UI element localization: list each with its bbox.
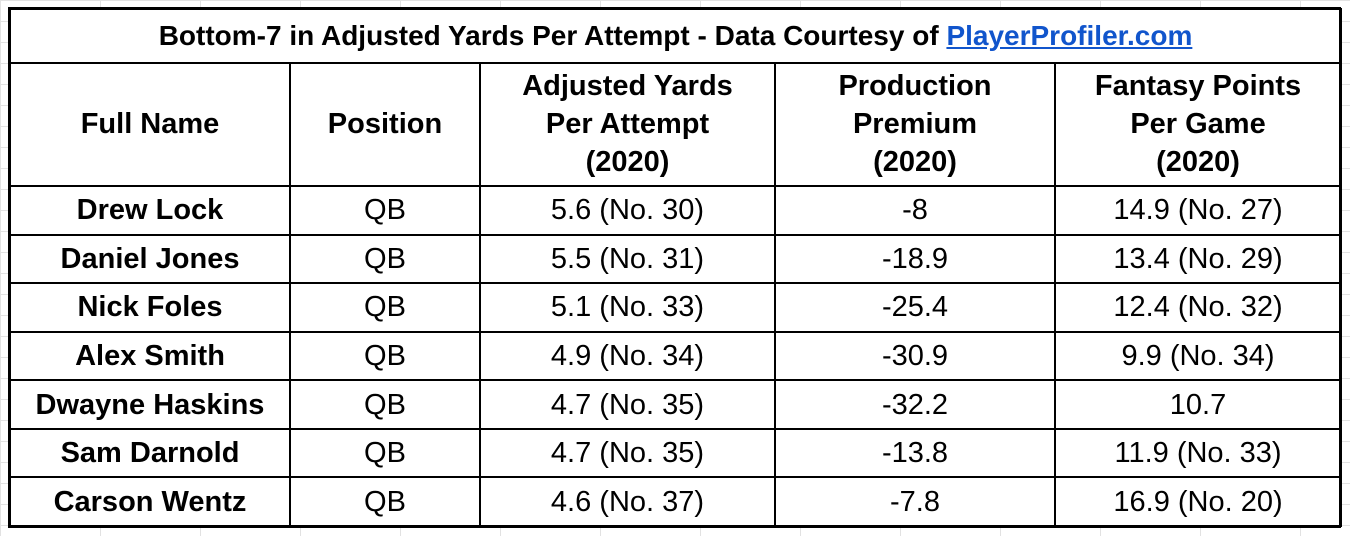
production-premium-cell[interactable]: -8: [774, 185, 1056, 236]
position-cell[interactable]: QB: [289, 185, 481, 236]
player-name-cell[interactable]: Sam Darnold: [9, 427, 291, 479]
aypa-cell[interactable]: 5.1 (No. 33): [479, 282, 776, 333]
player-name-cell[interactable]: Nick Foles: [9, 282, 291, 333]
production-premium-cell[interactable]: -32.2: [774, 379, 1056, 430]
table-row: Nick Foles QB 5.1 (No. 33) -25.4 12.4 (N…: [9, 282, 1343, 333]
fantasy-points-cell[interactable]: 11.9 (No. 33): [1053, 427, 1343, 479]
header-fantasy-points-line: Per Game: [1130, 108, 1266, 141]
title-row: Bottom-7 in Adjusted Yards Per Attempt -…: [8, 8, 1343, 64]
aypa-cell[interactable]: 4.7 (No. 35): [479, 379, 776, 430]
header-fantasy-points-line: Fantasy Points: [1094, 70, 1302, 103]
header-production-premium-line: Production: [838, 70, 992, 103]
fantasy-points-cell[interactable]: 14.9 (No. 27): [1053, 185, 1343, 236]
fantasy-points-cell[interactable]: 16.9 (No. 20): [1053, 476, 1343, 527]
header-full-name[interactable]: Full Name: [9, 61, 291, 188]
table-title: Bottom-7 in Adjusted Yards Per Attempt -…: [8, 8, 1343, 64]
table-row: Alex Smith QB 4.9 (No. 34) -30.9 9.9 (No…: [9, 330, 1343, 382]
table-row: Dwayne Haskins QB 4.7 (No. 35) -32.2 10.…: [9, 379, 1343, 430]
aypa-cell[interactable]: 4.9 (No. 34): [479, 330, 776, 382]
stats-table: Bottom-7 in Adjusted Yards Per Attempt -…: [8, 8, 1343, 527]
table-row: Drew Lock QB 5.6 (No. 30) -8 14.9 (No. 2…: [9, 185, 1343, 236]
header-production-premium[interactable]: Production Premium (2020): [774, 61, 1056, 188]
player-name-cell[interactable]: Daniel Jones: [9, 233, 291, 285]
aypa-cell[interactable]: 5.6 (No. 30): [479, 185, 776, 236]
aypa-cell[interactable]: 4.7 (No. 35): [479, 427, 776, 479]
production-premium-cell[interactable]: -7.8: [774, 476, 1056, 527]
header-full-name-label: Full Name: [80, 108, 220, 141]
fantasy-points-cell[interactable]: 12.4 (No. 32): [1053, 282, 1343, 333]
header-position-label: Position: [327, 108, 443, 141]
aypa-cell[interactable]: 4.6 (No. 37): [479, 476, 776, 527]
position-cell[interactable]: QB: [289, 233, 481, 285]
table-row: Daniel Jones QB 5.5 (No. 31) -18.9 13.4 …: [9, 233, 1343, 285]
table-title-text: Bottom-7 in Adjusted Yards Per Attempt -…: [158, 19, 947, 51]
header-aypa-line: Adjusted Yards: [522, 70, 733, 103]
header-production-premium-line: Premium: [852, 108, 978, 141]
player-name-cell[interactable]: Carson Wentz: [9, 476, 291, 527]
header-position[interactable]: Position: [289, 61, 481, 188]
position-cell[interactable]: QB: [289, 330, 481, 382]
position-cell[interactable]: QB: [289, 427, 481, 479]
header-aypa-line: (2020): [585, 146, 670, 179]
fantasy-points-cell[interactable]: 13.4 (No. 29): [1053, 233, 1343, 285]
production-premium-cell[interactable]: -30.9: [774, 330, 1056, 382]
fantasy-points-cell[interactable]: 9.9 (No. 34): [1053, 330, 1343, 382]
table-row: Carson Wentz QB 4.6 (No. 37) -7.8 16.9 (…: [9, 476, 1343, 527]
position-cell[interactable]: QB: [289, 282, 481, 333]
table-row: Sam Darnold QB 4.7 (No. 35) -13.8 11.9 (…: [9, 427, 1343, 479]
header-fantasy-points-line: (2020): [1156, 146, 1240, 179]
player-name-cell[interactable]: Dwayne Haskins: [9, 379, 291, 430]
header-fantasy-points[interactable]: Fantasy Points Per Game (2020): [1053, 61, 1343, 188]
player-name-cell[interactable]: Drew Lock: [9, 185, 291, 236]
player-name-cell[interactable]: Alex Smith: [9, 330, 291, 382]
production-premium-cell[interactable]: -25.4: [774, 282, 1056, 333]
production-premium-cell[interactable]: -13.8: [774, 427, 1056, 479]
header-row: Full Name Position Adjusted Yards Per Att…: [9, 61, 1343, 188]
position-cell[interactable]: QB: [289, 476, 481, 527]
header-aypa-line: Per Attempt: [545, 108, 710, 141]
production-premium-cell[interactable]: -18.9: [774, 233, 1056, 285]
header-aypa[interactable]: Adjusted Yards Per Attempt (2020): [479, 61, 776, 188]
position-cell[interactable]: QB: [289, 379, 481, 430]
fantasy-points-cell[interactable]: 10.7: [1053, 379, 1343, 430]
aypa-cell[interactable]: 5.5 (No. 31): [479, 233, 776, 285]
header-production-premium-line: (2020): [873, 146, 957, 179]
source-link[interactable]: PlayerProfiler.com: [946, 19, 1193, 51]
